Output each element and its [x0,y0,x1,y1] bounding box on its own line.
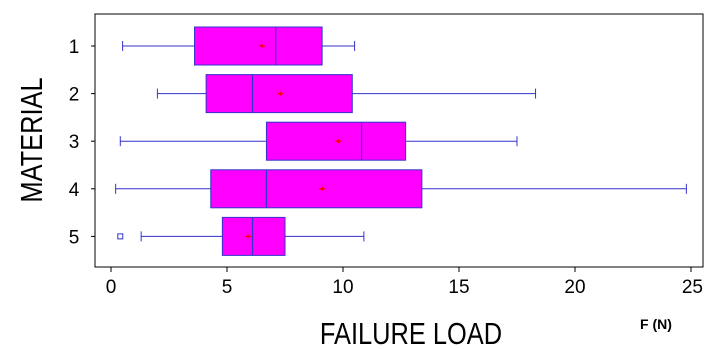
y-tick-label: 4 [69,180,80,201]
box-3 [119,121,518,161]
box-5 [117,216,365,256]
y-tick-label: 3 [69,132,80,153]
y-tick-label: 2 [69,85,80,106]
iqr-box [221,216,286,256]
box-2 [156,74,537,114]
outlier-point [117,233,124,240]
x-tick-label: 0 [106,277,117,298]
x-tick-label: 5 [222,277,233,298]
x-axis-title: FAILURE LOAD [320,317,502,349]
y-axis-title: MATERIAL [15,77,50,202]
box-1 [122,26,356,66]
x-axis-unit: F (N) [640,316,672,332]
box-4 [115,169,687,209]
x-tick-label: 15 [448,277,469,298]
iqr-box [194,26,323,66]
iqr-box [210,169,423,209]
boxes-layer [115,26,687,256]
x-tick-label: 10 [332,277,353,298]
plot-frame [94,13,704,268]
x-axis-ticks: 0 5 10 15 20 25 [106,267,703,298]
y-tick-label: 1 [69,37,80,58]
y-tick-labels: 1 2 3 4 5 [69,37,95,248]
x-tick-label: 25 [682,277,703,298]
y-tick-label: 5 [69,227,80,248]
x-tick-label: 20 [564,277,585,298]
